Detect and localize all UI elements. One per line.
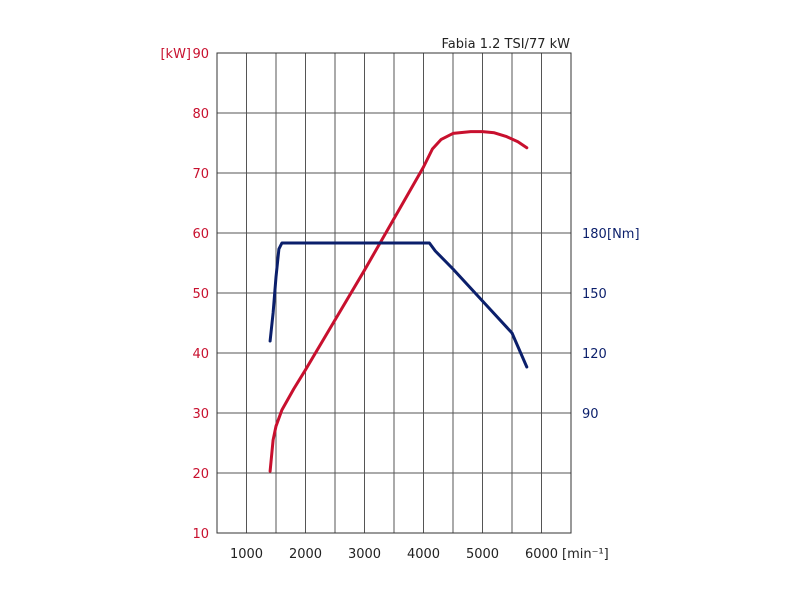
left-tick-label: 70	[192, 167, 209, 182]
torque-curve-line	[268, 241, 529, 369]
right-tick-label: 180	[582, 227, 607, 242]
x-tick-label: 5000	[466, 547, 499, 562]
left-tick-label: 60	[192, 227, 209, 242]
left-tick-label: 80	[192, 107, 209, 122]
plot-frame	[216, 52, 572, 534]
x-tick-label: 1000	[230, 547, 263, 562]
left-tick-label: 50	[192, 287, 209, 302]
right-axis: 90 120 150 180 [Nm]	[582, 227, 640, 422]
left-tick-label: 40	[192, 347, 209, 362]
right-tick-label: 90	[582, 407, 599, 422]
right-axis-unit: [Nm]	[607, 227, 640, 242]
series	[268, 130, 529, 473]
x-tick-label: 3000	[348, 547, 381, 562]
left-tick-label: 10	[192, 527, 209, 542]
left-axis-unit: [kW]	[160, 47, 191, 62]
left-axis: 10 20 30 40 50 60 70 80 90[kW]	[160, 47, 209, 542]
left-tick-label: 20	[192, 467, 209, 482]
right-tick-label: 120	[582, 347, 607, 362]
right-tick-label: 150	[582, 287, 607, 302]
left-tick-label: 30	[192, 407, 209, 422]
power-curve-line	[268, 130, 529, 473]
x-axis-unit: [min⁻¹]	[562, 547, 609, 562]
x-tick-label: 2000	[289, 547, 322, 562]
left-tick-label: 90	[192, 47, 209, 62]
x-tick-label: 4000	[407, 547, 440, 562]
x-tick-label: 6000	[525, 547, 558, 562]
chart-title: Fabia 1.2 TSI/77 kW	[442, 37, 571, 52]
x-axis: 1000 2000 3000 4000 5000 6000 [min⁻¹]	[230, 547, 609, 562]
